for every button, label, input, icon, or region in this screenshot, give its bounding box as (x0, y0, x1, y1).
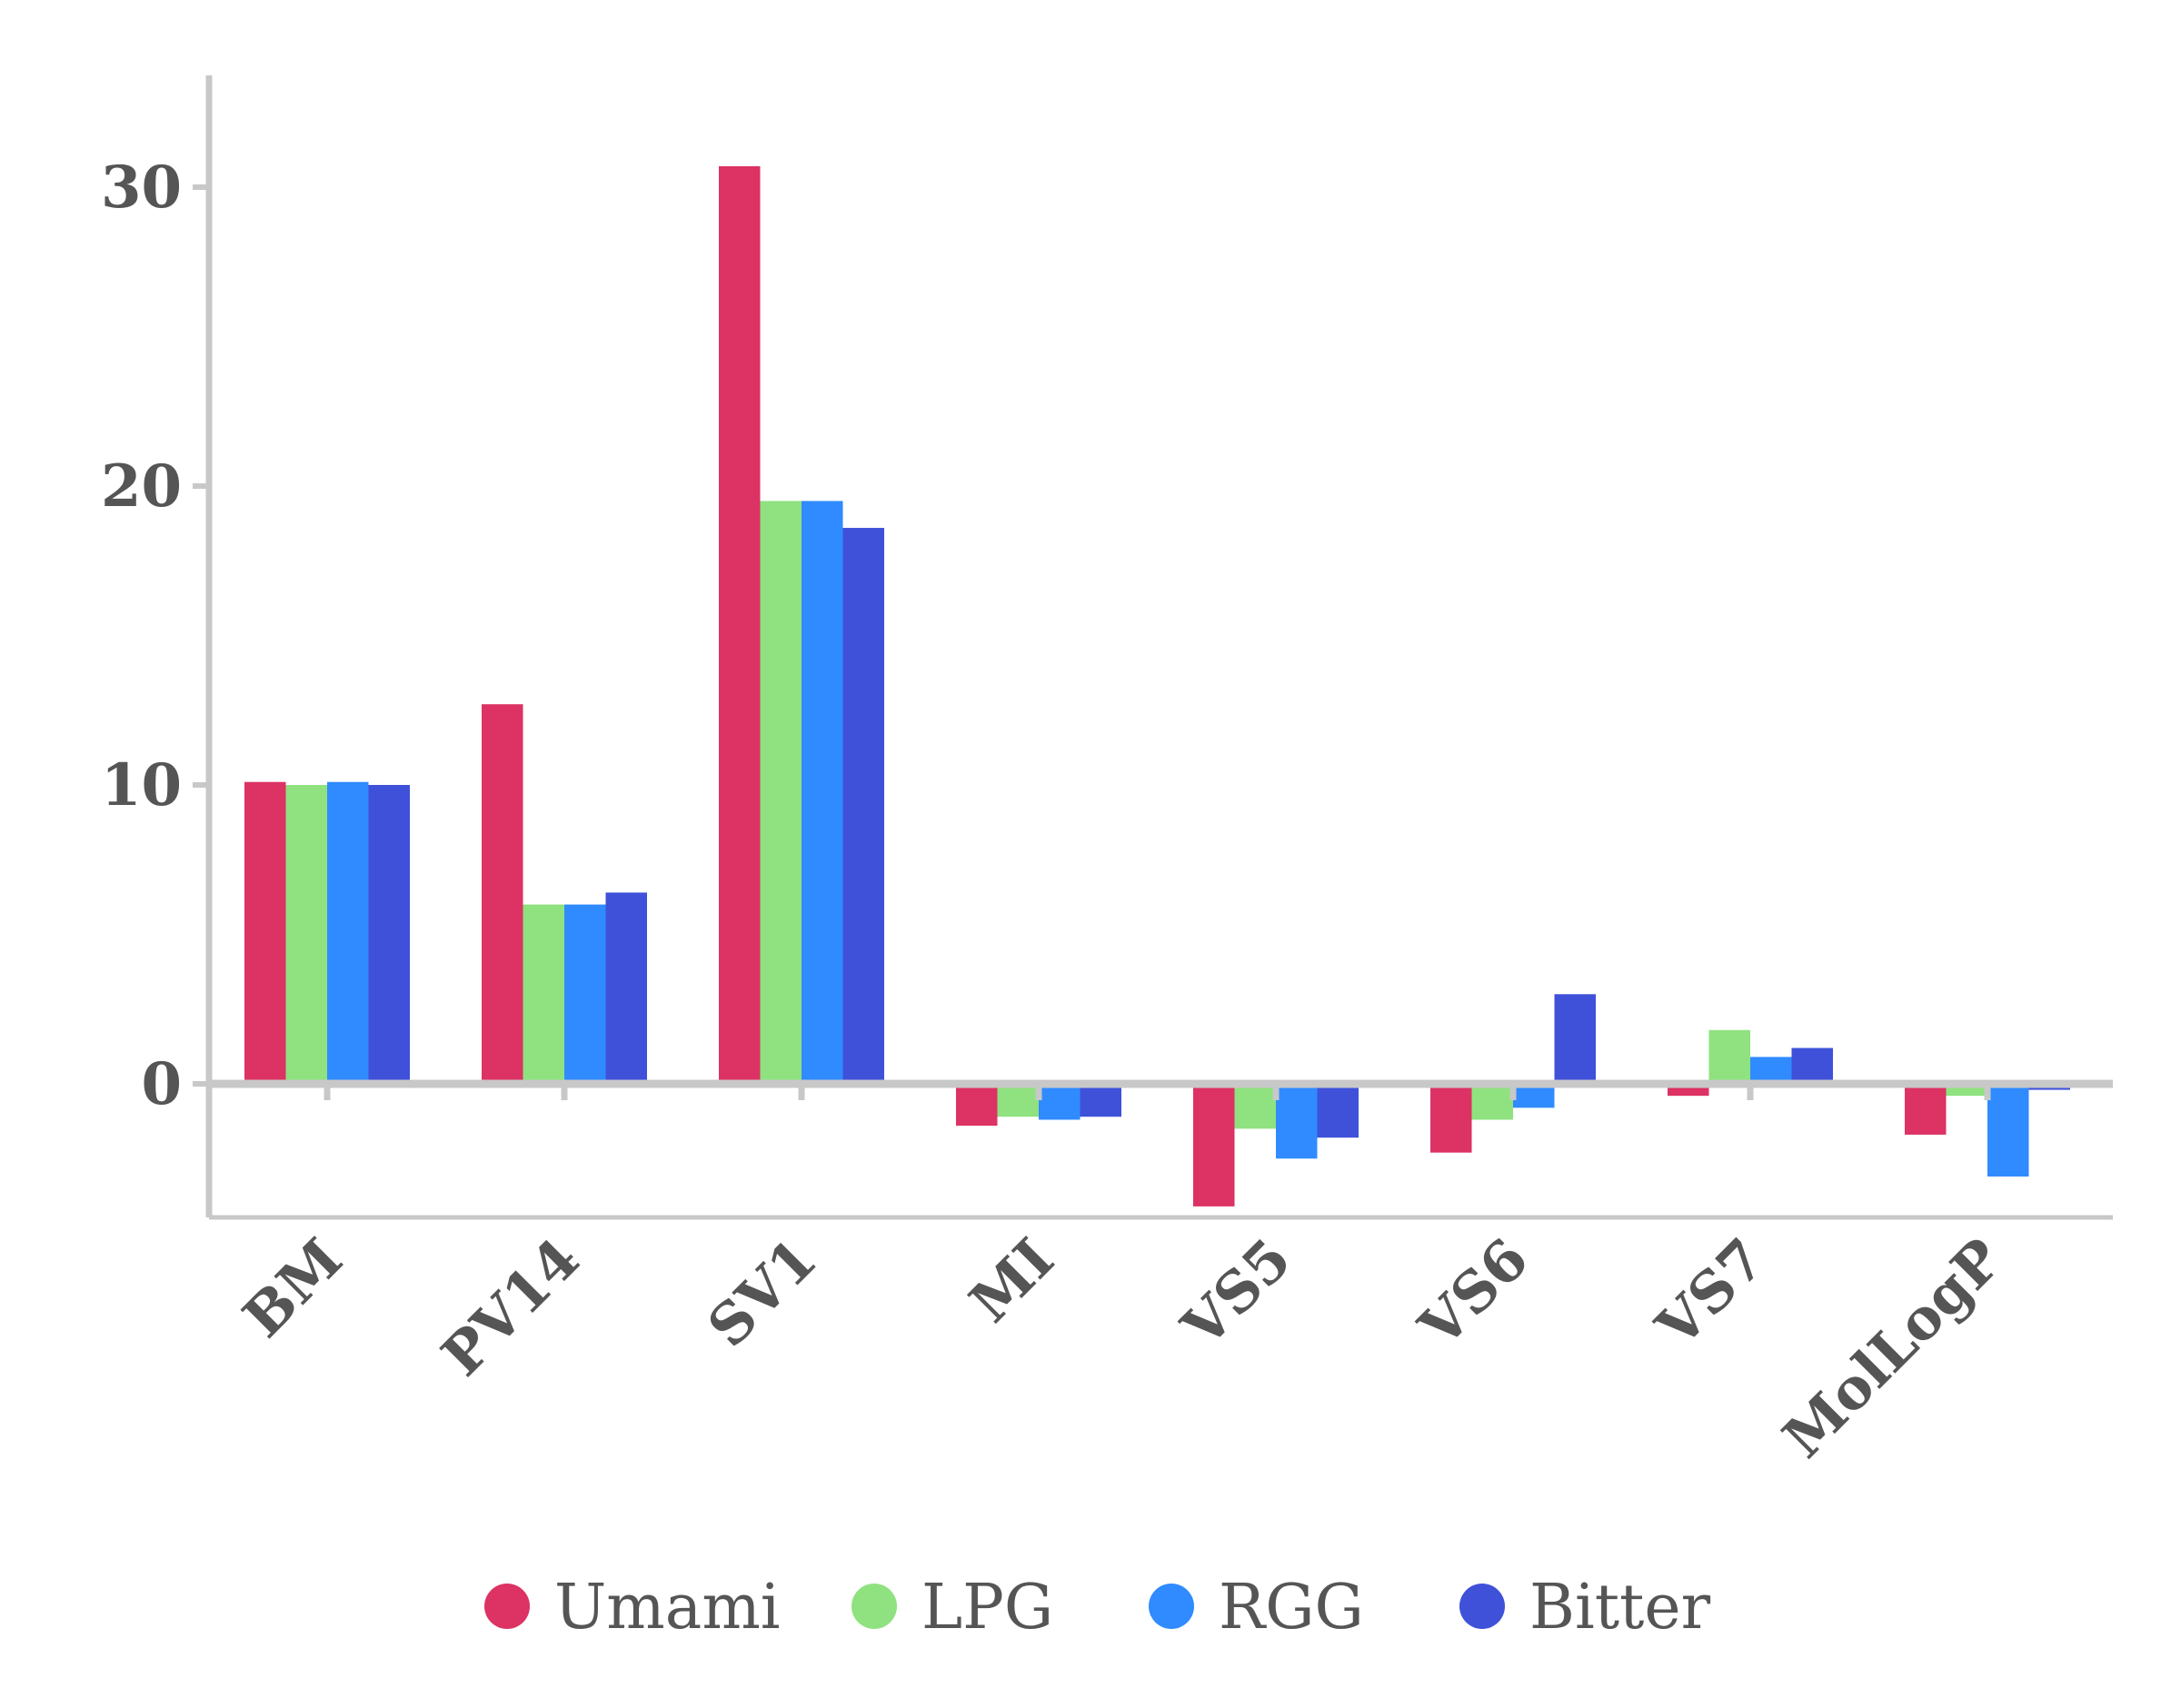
bar-bitter-vs5 (1317, 1084, 1359, 1138)
x-tick-label-pv14: PV14 (429, 1226, 593, 1389)
bar-rgg-mi (1039, 1084, 1081, 1120)
bar-lpg-vs5 (1234, 1084, 1276, 1129)
legend-swatch-umami (484, 1584, 530, 1629)
bar-umami-mollogp (1905, 1084, 1947, 1135)
y-tick-label: 20 (101, 452, 182, 521)
bar-lpg-vs6 (1471, 1084, 1513, 1120)
bar-lpg-pv14 (523, 904, 564, 1084)
x-tick-label-sv1: SV1 (695, 1226, 830, 1360)
legend-swatch-rgg (1149, 1584, 1194, 1629)
legend-label-umami: Umami (554, 1572, 781, 1643)
bar-umami-mi (956, 1084, 998, 1127)
x-tick-label-mi: MI (957, 1226, 1067, 1336)
bars (244, 165, 2070, 1207)
bar-rgg-vs5 (1276, 1084, 1318, 1159)
x-tick-label-vs6: VS6 (1406, 1226, 1541, 1361)
bar-lpg-sv1 (760, 501, 802, 1084)
legend: Umami LPG RGG Bitter (484, 1572, 1711, 1643)
bar-lpg-vs7 (1708, 1029, 1750, 1084)
bar-umami-vs5 (1193, 1084, 1235, 1207)
bar-lpg-bm (285, 785, 327, 1084)
bar-umami-sv1 (719, 165, 761, 1085)
bar-bitter-vs7 (1791, 1048, 1833, 1084)
bar-rgg-bm (327, 781, 369, 1084)
bar-lpg-mi (997, 1084, 1039, 1117)
bar-rgg-pv14 (564, 904, 606, 1084)
bar-bitter-sv1 (842, 528, 884, 1084)
y-tick-label: 30 (101, 154, 182, 222)
axes (205, 75, 2113, 1220)
x-tick-label-mollogp: MolLogP (1770, 1226, 2016, 1471)
y-tick-label: 0 (141, 1050, 182, 1118)
legend-label-rgg: RGG (1219, 1572, 1364, 1643)
bar-rgg-sv1 (802, 501, 843, 1084)
bar-bitter-vs6 (1554, 994, 1596, 1084)
x-tick-label-bm: BM (230, 1226, 354, 1350)
x-tick-label-vs5: VS5 (1169, 1226, 1304, 1361)
bar-umami-bm (244, 781, 286, 1084)
bar-bitter-pv14 (605, 892, 647, 1084)
bar-rgg-vs7 (1750, 1057, 1792, 1084)
x-tick-label-vs7: VS7 (1643, 1226, 1778, 1361)
legend-label-bitter: Bitter (1529, 1572, 1711, 1643)
legend-swatch-bitter (1459, 1584, 1505, 1629)
y-tick-label: 10 (101, 751, 182, 819)
y-axis-ticks: 0 10 20 30 (101, 154, 209, 1118)
bar-umami-vs6 (1430, 1084, 1472, 1153)
bar-rgg-mollogp (1987, 1084, 2029, 1177)
bar-bitter-mi (1080, 1084, 1121, 1117)
bar-umami-pv14 (482, 704, 523, 1084)
legend-label-lpg: LPG (921, 1572, 1053, 1643)
legend-swatch-lpg (851, 1584, 897, 1629)
bar-bitter-bm (368, 785, 410, 1084)
